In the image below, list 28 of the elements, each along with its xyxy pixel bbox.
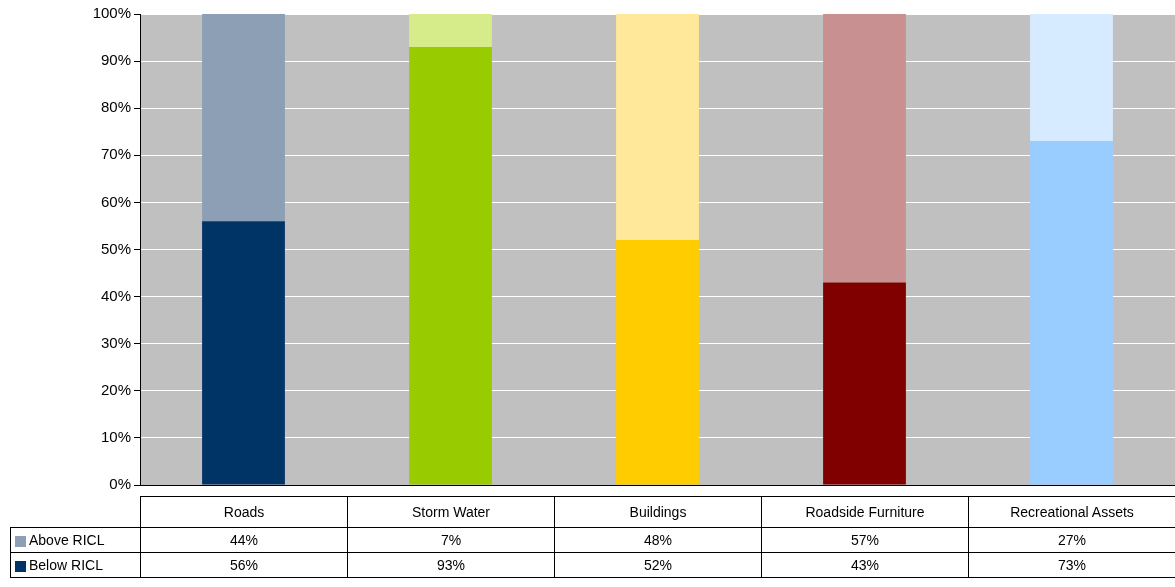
y-tick-label: 80% [100,98,131,116]
x-tick-label: Roadside Furniture [761,496,969,528]
data-label: 44% [140,527,348,553]
legend-label: Above RICL [29,532,105,548]
data-label: 57% [761,527,969,553]
y-tick-label: 70% [100,145,131,163]
y-tick-label: 10% [100,428,131,446]
y-tick-label: 40% [100,286,131,304]
x-tick-label: Storm Water [347,496,555,528]
y-tick-label: 0% [109,475,131,493]
legend-label: Below RICL [29,557,103,573]
y-tick-label: 30% [100,333,131,351]
x-tick-label: Recreational Assets [968,496,1175,528]
y-tick-label: 100% [92,4,131,22]
y-tick-label: 50% [100,239,131,257]
y-tick-label: 20% [100,380,131,398]
data-label: 73% [968,552,1175,578]
data-label: 93% [347,552,555,578]
y-tick-label: 90% [100,51,131,69]
data-label: 56% [140,552,348,578]
x-tick-label: Roads [140,496,348,528]
data-label: 7% [347,527,555,553]
data-label: 27% [968,527,1175,553]
data-label: 52% [554,552,762,578]
x-tick-label: Buildings [554,496,762,528]
data-label: 48% [554,527,762,553]
y-tick-label: 60% [100,192,131,210]
data-label: 43% [761,552,969,578]
